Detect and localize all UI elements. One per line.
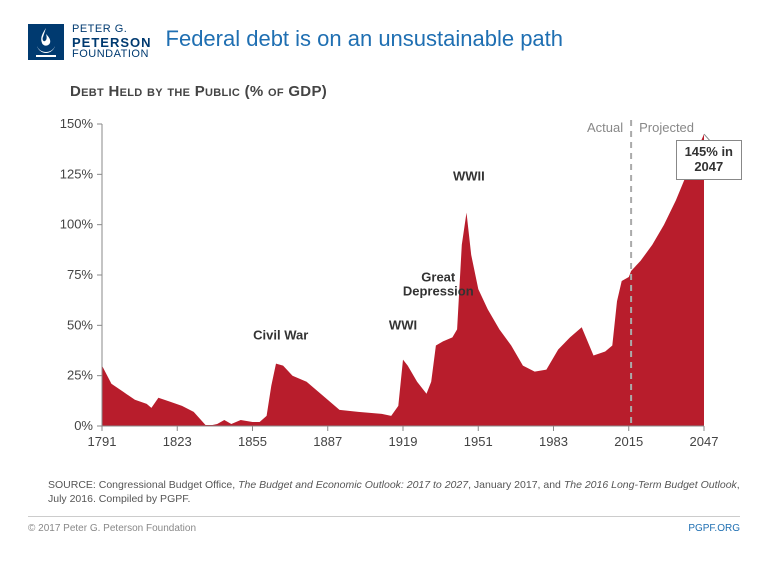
svg-text:2047: 2047 xyxy=(690,434,719,449)
brand-line3: FOUNDATION xyxy=(72,49,152,61)
svg-text:2015: 2015 xyxy=(614,434,643,449)
svg-text:0%: 0% xyxy=(74,418,93,433)
brand-line1: PETER G. xyxy=(72,24,152,36)
svg-text:1887: 1887 xyxy=(313,434,342,449)
source-prefix: SOURCE: Congressional Budget Office, xyxy=(48,479,238,491)
end-callout: 145% in 2047 xyxy=(676,140,742,180)
source-ital2: The 2016 Long-Term Budget Outlook xyxy=(564,479,737,491)
svg-text:1919: 1919 xyxy=(389,434,418,449)
brand-logo: PETER G. PETERSON FOUNDATION xyxy=(28,24,152,61)
svg-text:1951: 1951 xyxy=(464,434,493,449)
page-title: Federal debt is on an unsustainable path xyxy=(166,26,564,52)
source-line: SOURCE: Congressional Budget Office, The… xyxy=(48,478,740,506)
divider-label-left: Actual xyxy=(587,120,623,135)
footer: © 2017 Peter G. Peterson Foundation PGPF… xyxy=(28,523,740,534)
chart-annotation: GreatDepression xyxy=(403,270,474,299)
svg-text:50%: 50% xyxy=(67,317,93,332)
source-mid: , January 2017, and xyxy=(468,479,564,491)
chart-annotation: WWI xyxy=(389,319,417,333)
divider-label-right: Projected xyxy=(639,120,694,135)
svg-text:75%: 75% xyxy=(67,267,93,282)
chart-annotation: WWII xyxy=(453,170,485,184)
svg-text:150%: 150% xyxy=(60,116,94,131)
footer-left: © 2017 Peter G. Peterson Foundation xyxy=(28,523,196,534)
svg-text:1855: 1855 xyxy=(238,434,267,449)
footer-divider xyxy=(28,516,740,517)
debt-chart: 0% 25% 50% 75% 100% 125% 150% 1791 1823 1855 1887 1… xyxy=(48,106,738,466)
svg-text:25%: 25% xyxy=(67,367,93,382)
svg-text:125%: 125% xyxy=(60,166,94,181)
svg-text:1983: 1983 xyxy=(539,434,568,449)
chart-subtitle: Debt Held by the Public (% of GDP) xyxy=(70,83,740,100)
chart-annotation: Civil War xyxy=(253,329,308,343)
flame-icon xyxy=(28,24,64,60)
svg-text:1823: 1823 xyxy=(163,434,192,449)
brand-line2: PETERSON xyxy=(72,36,152,50)
header: PETER G. PETERSON FOUNDATION Federal deb… xyxy=(28,24,740,61)
callout-line1: 145% in xyxy=(685,145,733,160)
footer-right: PGPF.ORG xyxy=(688,523,740,534)
brand-text: PETER G. PETERSON FOUNDATION xyxy=(72,24,152,61)
svg-text:100%: 100% xyxy=(60,216,94,231)
source-ital1: The Budget and Economic Outlook: 2017 to… xyxy=(238,479,468,491)
svg-text:1791: 1791 xyxy=(88,434,117,449)
callout-line2: 2047 xyxy=(685,160,733,175)
